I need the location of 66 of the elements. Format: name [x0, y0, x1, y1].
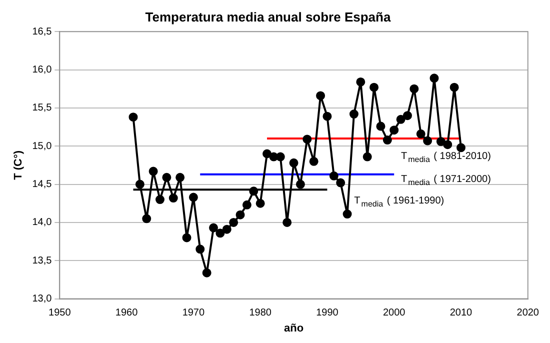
y-tick-label: 16,5	[32, 26, 52, 38]
y-tick-label: 15,0	[32, 140, 52, 152]
point	[142, 214, 152, 224]
point	[216, 228, 225, 238]
point	[289, 158, 298, 168]
point	[155, 195, 164, 204]
x-tick-label: 1990	[316, 308, 339, 319]
x-tick-label: 2010	[450, 308, 473, 319]
point	[176, 172, 185, 182]
point	[188, 192, 198, 202]
point	[423, 136, 432, 146]
x-tick-label: 1980	[249, 308, 272, 319]
point	[430, 74, 439, 83]
y-axis-title: T (C°)	[12, 150, 25, 180]
point	[242, 200, 252, 210]
point	[162, 172, 172, 182]
point	[336, 178, 346, 188]
point	[209, 223, 218, 232]
point	[302, 134, 312, 144]
point	[376, 122, 386, 131]
y-tick-label: 16,0	[32, 64, 52, 76]
y-tick-label: 13,5	[32, 255, 52, 266]
point	[402, 111, 412, 120]
x-axis-title: año	[284, 322, 304, 334]
point	[410, 84, 419, 94]
point	[135, 180, 144, 189]
point	[390, 126, 399, 135]
point	[168, 194, 178, 203]
chart-title: Temperatura media anual sobre España	[145, 9, 392, 24]
y-tick-label: 14,5	[32, 179, 52, 190]
point	[396, 114, 406, 124]
y-tick-label: 13,0	[32, 294, 52, 305]
point	[349, 110, 358, 119]
point	[296, 180, 305, 189]
point	[450, 82, 459, 92]
point	[329, 171, 338, 180]
point	[256, 198, 265, 208]
point	[128, 112, 138, 122]
x-tick-label: 1960	[115, 308, 138, 319]
point	[370, 82, 379, 92]
point	[202, 268, 212, 278]
point	[416, 129, 426, 138]
y-tick-label: 15,5	[32, 102, 52, 114]
point	[262, 149, 272, 158]
x-tick-label: 2000	[382, 308, 406, 319]
point	[236, 210, 245, 220]
point	[436, 137, 446, 146]
point	[362, 152, 372, 162]
x-tick-label: 1970	[182, 308, 205, 319]
point	[148, 166, 158, 176]
point	[282, 218, 292, 227]
point	[229, 218, 238, 227]
point	[316, 91, 326, 100]
point	[222, 224, 232, 234]
x-tick-label: 1950	[48, 308, 72, 319]
point	[342, 210, 352, 219]
point	[249, 186, 258, 196]
point	[196, 244, 205, 254]
point	[309, 156, 318, 166]
point	[382, 136, 392, 145]
x-tick-label: 2020	[516, 308, 540, 319]
point	[322, 112, 332, 121]
point	[182, 233, 192, 242]
point	[356, 77, 366, 86]
y-tick-label: 14,0	[32, 217, 52, 228]
point	[443, 140, 452, 150]
